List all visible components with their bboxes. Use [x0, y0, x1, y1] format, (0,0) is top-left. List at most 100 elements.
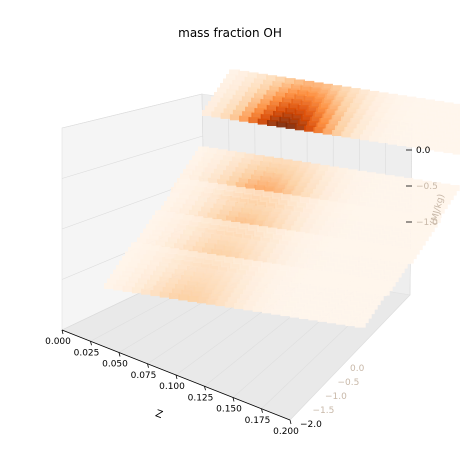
surface-cell — [371, 116, 383, 123]
surface-cell — [331, 226, 343, 233]
surface-cell — [350, 117, 362, 124]
surface-cell — [237, 298, 248, 305]
surface-cell — [331, 115, 343, 122]
surface-cell — [269, 85, 281, 92]
surface-cell — [211, 248, 223, 255]
surface-cell — [264, 287, 276, 294]
surface-cell — [396, 247, 408, 254]
surface-cell — [286, 286, 298, 293]
surface-cell — [346, 92, 358, 99]
surface-cell — [283, 305, 295, 312]
surface-cell — [176, 223, 188, 230]
surface-cell — [362, 114, 374, 121]
surface-cell — [340, 178, 352, 185]
surface-cell — [137, 248, 149, 255]
surface-cell — [331, 176, 343, 183]
surface-cell — [150, 290, 162, 297]
surface-cell — [216, 199, 228, 206]
surface-cell — [267, 257, 278, 264]
surface-cell — [276, 284, 288, 291]
surface-cell — [309, 213, 321, 220]
surface-cell — [452, 148, 460, 155]
surface-cell — [217, 225, 228, 231]
surface-cell — [291, 84, 302, 90]
surface-cell — [232, 109, 244, 116]
surface-cell — [214, 92, 225, 98]
surface-cell — [167, 222, 179, 229]
surface-cell — [307, 121, 319, 128]
surface-cell — [380, 102, 392, 109]
surface-cell — [257, 88, 269, 95]
surface-cell — [303, 172, 315, 179]
surface-cell — [384, 190, 395, 196]
surface-cell — [405, 203, 417, 210]
surface-cell — [317, 315, 329, 322]
surface-cell — [418, 108, 429, 115]
surface-cell — [368, 90, 380, 97]
surface-cell — [303, 248, 315, 255]
surface-cell — [159, 261, 171, 268]
surface-cell — [255, 271, 266, 278]
surface-cell — [137, 237, 148, 244]
x-tick-label: 0.200 — [273, 427, 299, 437]
surface-cell — [368, 120, 380, 127]
surface-cell — [424, 114, 436, 121]
surface-cell — [314, 290, 325, 297]
surface-cell — [408, 107, 420, 114]
surface-cell — [436, 203, 448, 210]
surface-cell — [182, 203, 194, 210]
surface-cell — [276, 121, 288, 128]
surface-cell — [312, 97, 324, 104]
surface-cell — [214, 255, 226, 262]
surface-cell — [211, 111, 223, 118]
surface-cell — [190, 261, 201, 268]
surface-cell — [309, 86, 321, 93]
surface-cell — [282, 189, 294, 196]
surface-cell — [353, 98, 364, 105]
surface-cell — [311, 295, 322, 301]
surface-cell — [260, 236, 272, 243]
surface-cell — [327, 216, 339, 223]
surface-cell — [174, 254, 186, 261]
surface-cell — [329, 297, 341, 304]
surface-cell — [324, 205, 336, 212]
surface-cell — [306, 91, 318, 98]
surface-cell — [384, 265, 396, 272]
surface-cell — [235, 105, 247, 112]
surface-cell — [269, 212, 281, 219]
surface-cell — [239, 253, 251, 260]
surface-cell — [433, 192, 445, 199]
surface-cell — [287, 165, 299, 172]
surface-cell — [218, 295, 230, 302]
surface-cell — [357, 287, 369, 294]
surface-cell — [313, 189, 324, 195]
surface-cell — [319, 103, 331, 110]
surface-cell — [282, 97, 293, 104]
surface-cell — [266, 105, 278, 112]
surface-cell — [219, 194, 231, 201]
surface-cell — [338, 121, 349, 127]
surface-cell — [179, 178, 190, 185]
surface-cell — [301, 278, 313, 285]
surface-cell — [282, 235, 293, 241]
surface-cell — [229, 251, 241, 258]
surface-cell — [272, 222, 284, 229]
x-tick-label: 0.075 — [131, 371, 157, 381]
surface-cell — [377, 218, 389, 225]
surface-cell — [381, 270, 393, 277]
x-tick-label: 0.125 — [188, 393, 214, 403]
surface-cell — [201, 217, 213, 224]
surface-cell — [308, 299, 319, 306]
surface-cell — [331, 85, 343, 92]
left-grid-line — [61, 135, 203, 179]
surface-cell — [186, 240, 198, 247]
surface-cell — [393, 176, 404, 183]
surface-cell — [282, 112, 294, 119]
surface-cell — [254, 245, 266, 252]
surface-cell — [294, 79, 305, 86]
surface-cell — [169, 293, 180, 299]
x-tick-mark — [118, 352, 121, 357]
surface-cell — [323, 291, 335, 298]
surface-cell — [214, 244, 226, 251]
surface-cell — [267, 283, 279, 290]
